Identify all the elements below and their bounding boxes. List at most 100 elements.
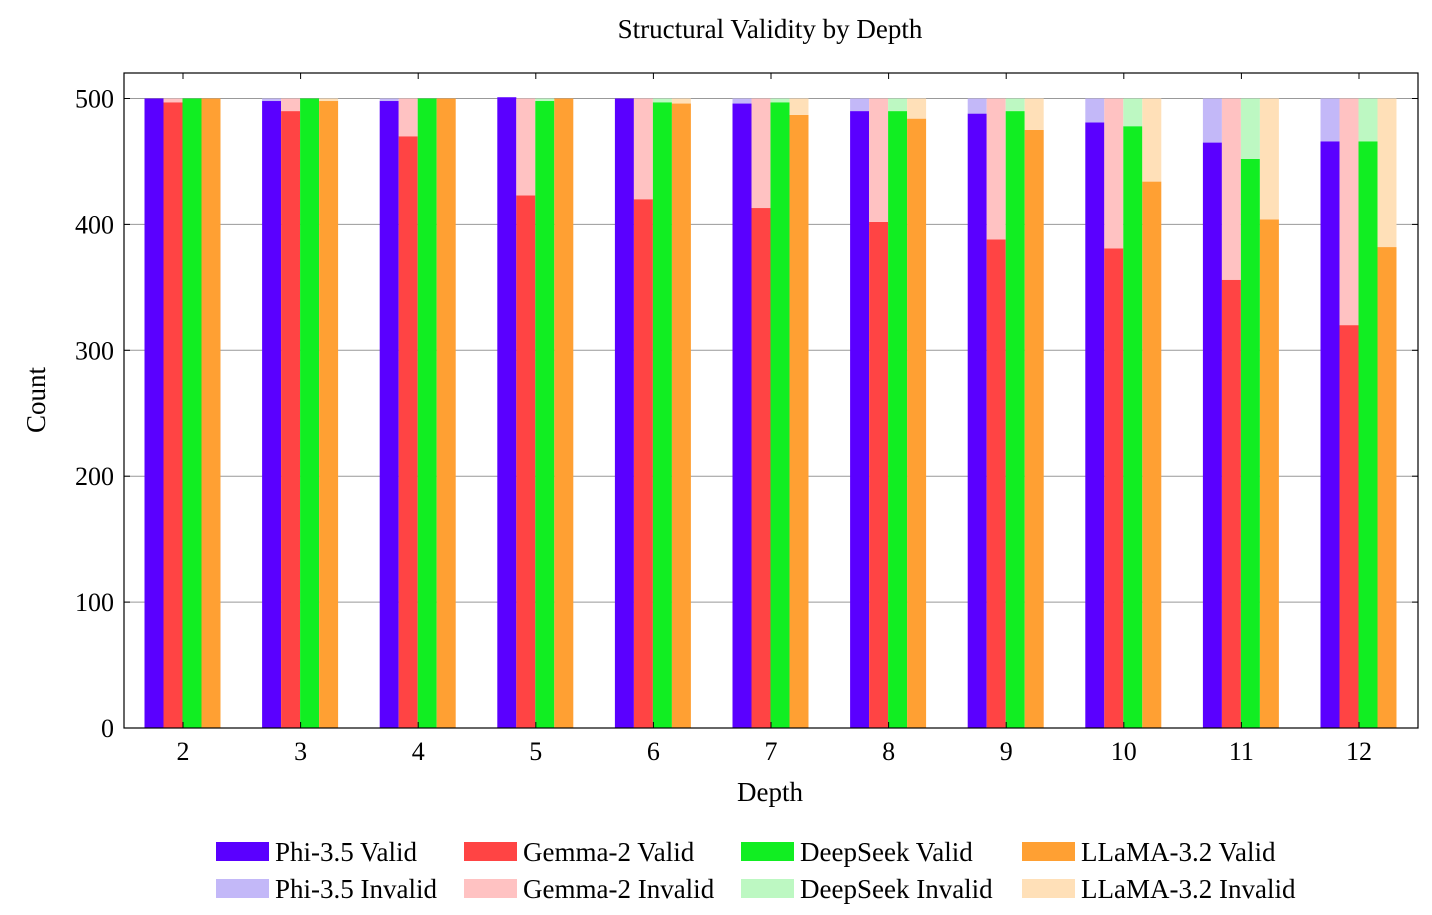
x-tick-label: 2 <box>177 737 190 766</box>
bar-gemma-2-invalid <box>986 98 1006 240</box>
bar-phi-3.5-invalid <box>732 98 752 104</box>
x-tick-label: 10 <box>1111 737 1137 766</box>
bar-gemma-2-valid <box>986 239 1006 728</box>
legend-label-deepseek-invalid: DeepSeek Invalid <box>800 874 993 904</box>
y-tick-label: 300 <box>75 336 114 365</box>
y-tick-label: 100 <box>75 588 114 617</box>
chart-title: Structural Validity by Depth <box>618 14 923 44</box>
bar-phi-3.5-valid <box>1085 122 1105 728</box>
legend-label-llama-3.2-valid: LLaMA-3.2 Valid <box>1081 837 1276 867</box>
bar-phi-3.5-invalid <box>379 98 399 102</box>
bar-deepseek-valid <box>888 111 908 729</box>
bar-gemma-2-invalid <box>1104 98 1124 249</box>
bar-phi-3.5-valid <box>1202 142 1222 728</box>
legend-swatch-phi-3.5-valid <box>216 842 269 861</box>
bar-deepseek-valid <box>1123 126 1143 728</box>
bar-deepseek-valid <box>300 98 320 728</box>
legend-label-phi-3.5-invalid: Phi-3.5 Invalid <box>275 874 437 904</box>
bar-gemma-2-valid <box>751 208 771 728</box>
bar-llama-3.2-invalid <box>671 98 691 104</box>
bar-deepseek-invalid <box>888 98 908 112</box>
bar-deepseek-valid <box>1005 111 1025 729</box>
y-tick-label: 500 <box>75 85 114 114</box>
x-tick-label: 5 <box>529 737 542 766</box>
legend-label-llama-3.2-invalid: LLaMA-3.2 Invalid <box>1081 874 1296 904</box>
bar-gemma-2-valid <box>633 199 653 729</box>
bar-llama-3.2-invalid <box>319 98 339 102</box>
bar-deepseek-invalid <box>1005 98 1025 112</box>
bar-llama-3.2-valid <box>1377 247 1397 728</box>
y-tick-label: 200 <box>75 462 114 491</box>
bar-phi-3.5-valid <box>379 101 399 728</box>
bar-gemma-2-invalid <box>869 98 889 222</box>
bar-deepseek-valid <box>1358 141 1378 728</box>
bar-phi-3.5-valid <box>967 113 987 728</box>
legend-label-phi-3.5-valid: Phi-3.5 Valid <box>275 837 418 867</box>
bar-llama-3.2-invalid <box>1024 98 1044 130</box>
bar-gemma-2-valid <box>1104 248 1124 729</box>
bar-llama-3.2-valid <box>789 114 809 728</box>
bar-gemma-2-invalid <box>516 98 536 196</box>
x-tick-label: 9 <box>1000 737 1013 766</box>
bar-deepseek-invalid <box>770 98 790 103</box>
bar-llama-3.2-invalid <box>907 98 927 119</box>
x-tick-label: 12 <box>1346 737 1372 766</box>
y-tick-label: 400 <box>75 210 114 239</box>
legend-swatch-llama-3.2-invalid <box>1022 879 1075 898</box>
bar-gemma-2-valid <box>281 111 301 729</box>
legend-label-deepseek-valid: DeepSeek Valid <box>800 837 973 867</box>
bar-gemma-2-valid <box>869 221 889 728</box>
bar-gemma-2-invalid <box>398 98 418 137</box>
bar-gemma-2-invalid <box>281 98 301 112</box>
bar-llama-3.2-valid <box>671 103 691 728</box>
bar-phi-3.5-invalid <box>1202 98 1222 143</box>
legend-swatch-gemma-2-invalid <box>464 879 517 898</box>
bar-llama-3.2-valid <box>201 98 221 728</box>
bar-llama-3.2-invalid <box>1142 98 1162 182</box>
bar-deepseek-valid <box>770 102 790 729</box>
legend-swatch-gemma-2-valid <box>464 842 517 861</box>
axis-ticks: 0 100 200 300 400 500 2 3 4 5 6 7 8 9 10 11 12 <box>75 73 1418 766</box>
bar-gemma-2-invalid <box>1221 98 1241 280</box>
x-tick-label: 8 <box>882 737 895 766</box>
legend-swatch-deepseek-valid <box>741 842 794 861</box>
bar-deepseek-invalid <box>1358 98 1378 142</box>
bar-phi-3.5-invalid <box>967 98 987 114</box>
bar-gemma-2-invalid <box>163 98 183 103</box>
bar-phi-3.5-valid <box>144 98 164 728</box>
bar-llama-3.2-invalid <box>1259 98 1279 220</box>
bar-phi-3.5-valid <box>614 98 634 728</box>
x-axis-label: Depth <box>737 777 803 807</box>
bar-phi-3.5-valid <box>732 103 752 728</box>
bar-phi-3.5-invalid <box>262 98 282 102</box>
legend-label-gemma-2-valid: Gemma-2 Valid <box>523 837 695 867</box>
bar-llama-3.2-valid <box>436 98 456 728</box>
bar-gemma-2-valid <box>1221 279 1241 728</box>
x-tick-label: 4 <box>412 737 425 766</box>
legend-swatch-deepseek-invalid <box>741 879 794 898</box>
x-tick-label: 6 <box>647 737 660 766</box>
bar-gemma-2-valid <box>516 195 536 728</box>
bar-phi-3.5-invalid <box>1085 98 1105 123</box>
bar-phi-3.5-valid <box>1320 141 1340 728</box>
x-tick-label: 11 <box>1229 737 1254 766</box>
legend: Phi-3.5 Valid Gemma-2 Valid DeepSeek Valid… <box>216 837 1296 904</box>
bar-gemma-2-invalid <box>633 98 653 200</box>
bar-llama-3.2-valid <box>907 118 927 729</box>
bar-phi-3.5-valid <box>262 101 282 728</box>
bar-deepseek-invalid <box>1123 98 1143 127</box>
bar-gemma-2-valid <box>163 102 183 729</box>
bar-llama-3.2-invalid <box>789 98 809 115</box>
bar-llama-3.2-valid <box>1259 219 1279 728</box>
x-tick-label: 3 <box>294 737 307 766</box>
bars <box>144 97 1397 729</box>
y-axis-label: Count <box>21 366 51 433</box>
bar-phi-3.5-invalid <box>1320 98 1340 142</box>
bar-deepseek-valid <box>417 98 437 728</box>
bar-gemma-2-invalid <box>1339 98 1359 326</box>
bar-deepseek-valid <box>182 98 202 728</box>
bar-deepseek-invalid <box>652 98 672 103</box>
legend-swatch-llama-3.2-valid <box>1022 842 1075 861</box>
bar-llama-3.2-invalid <box>1377 98 1397 248</box>
